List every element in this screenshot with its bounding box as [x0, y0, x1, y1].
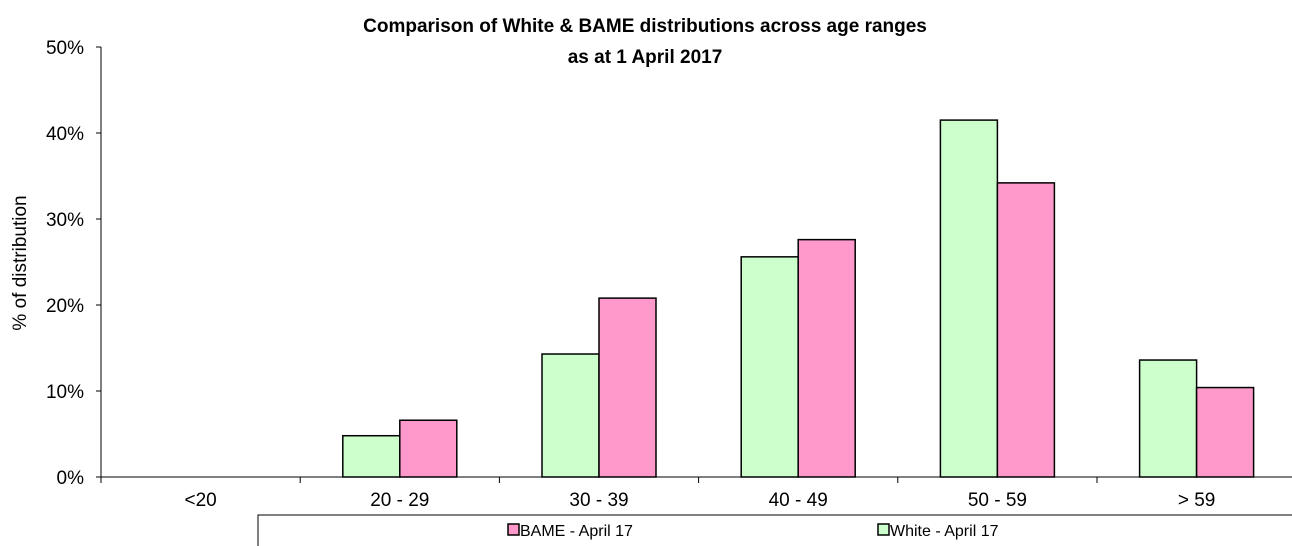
y-tick-label: 10%: [46, 382, 84, 403]
legend-label: BAME - April 17: [520, 523, 633, 540]
legend: BAME - April 17 White - April 17: [257, 514, 1292, 546]
x-tick-label: 30 - 39: [569, 490, 628, 511]
bar-bame: [996, 182, 1056, 478]
chart-title-line1: Comparison of White & BAME distributions…: [363, 16, 927, 37]
legend-swatch: [507, 523, 520, 536]
y-tick-label: 30%: [46, 210, 84, 231]
bar-bame: [598, 297, 657, 478]
y-tick-label: 50%: [46, 38, 84, 59]
chart-title-line2: as at 1 April 2017: [568, 47, 723, 68]
bar-white: [1138, 359, 1198, 478]
x-tick-label: 40 - 49: [769, 490, 828, 511]
x-tick-label: 20 - 29: [370, 490, 429, 511]
y-tick-label: 20%: [46, 296, 84, 317]
bar-bame: [797, 238, 856, 478]
y-tick-label: 40%: [46, 124, 84, 145]
legend-swatch: [877, 523, 890, 536]
x-tick-label: > 59: [1178, 490, 1216, 511]
bar-bame: [399, 419, 458, 478]
legend-frame: [257, 514, 1292, 546]
y-axis-label: % of distribution: [10, 195, 31, 330]
bar-white: [740, 256, 799, 478]
legend-label: White - April 17: [890, 523, 999, 540]
x-tick-label: <20: [184, 490, 216, 511]
bar-white: [541, 353, 600, 478]
y-tick-label: 0%: [57, 468, 85, 489]
plot-area: 0% 10% 20% 30% 40% 50% <20 20 - 29 30 - 39 40 - 4…: [46, 38, 1292, 511]
x-tick-label: 50 - 59: [968, 490, 1027, 511]
bar-bame: [1195, 386, 1255, 478]
bar-white: [342, 434, 401, 478]
bar-white: [939, 119, 999, 478]
